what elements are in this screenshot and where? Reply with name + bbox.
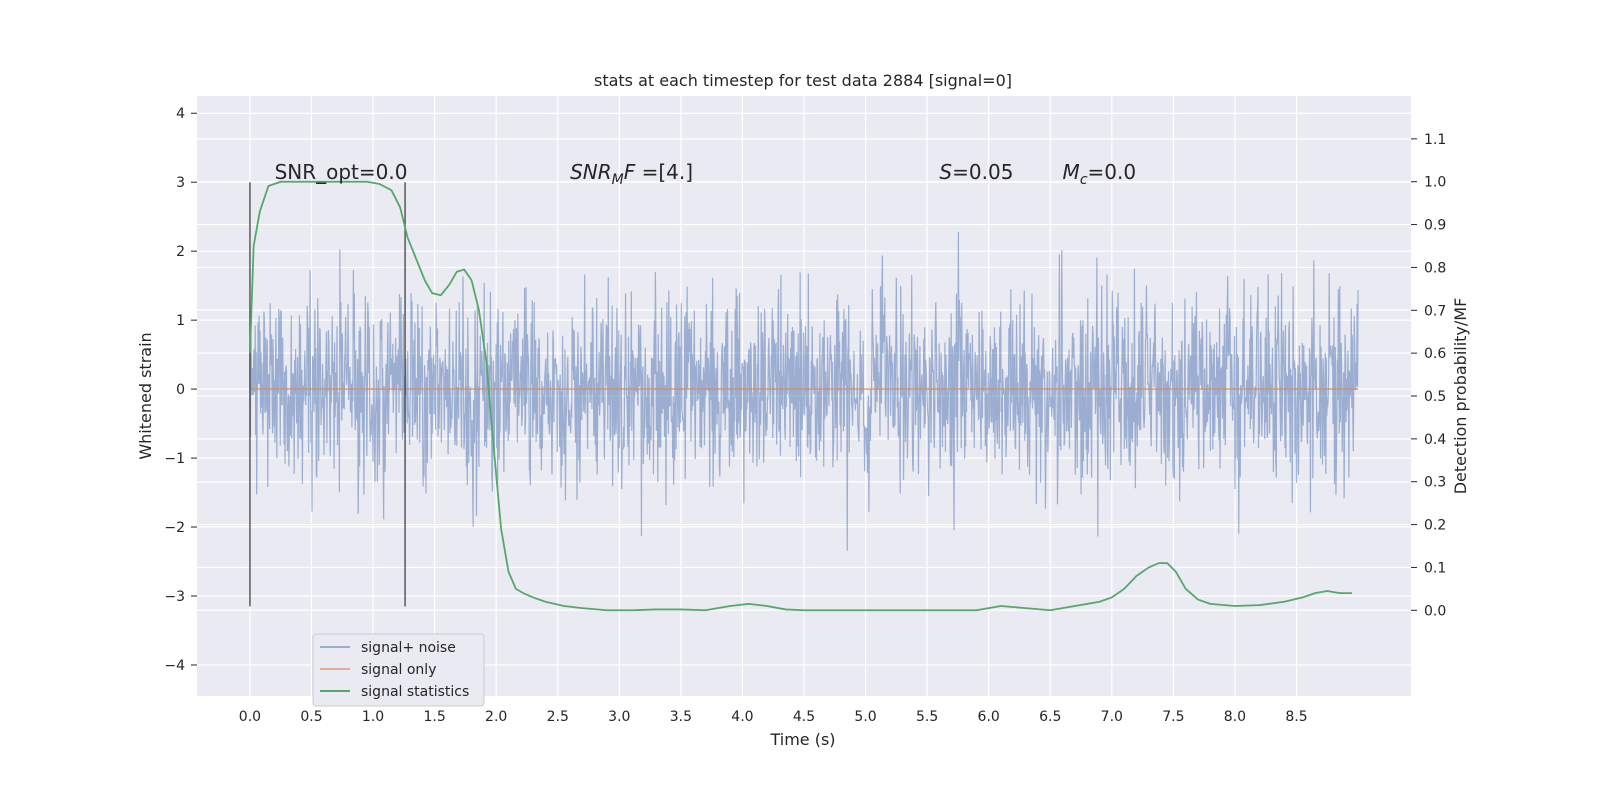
signal-plus-noise-line (249, 231, 1359, 551)
legend-label-signal-statistics: signal statistics (361, 684, 469, 700)
y-tick-label: −3 (164, 589, 185, 605)
mc-subscript: c (1080, 172, 1088, 188)
x-tick-label: 2.0 (485, 709, 507, 725)
y-tick-label: 2 (176, 244, 185, 260)
y2-tick-label: 0.2 (1424, 518, 1446, 534)
y2-tick-label: 0.1 (1424, 560, 1446, 576)
y2-tick-label: 0.6 (1424, 346, 1446, 362)
x-tick-label: 1.0 (362, 709, 384, 725)
legend-label-signal-noise: signal+ noise (361, 640, 456, 656)
y2-tick-label: 0.4 (1424, 432, 1446, 448)
x-tick-label: 3.5 (670, 709, 692, 725)
x-tick-label: 5.5 (916, 709, 938, 725)
x-axis-label: Time (s) (769, 730, 835, 749)
snr-mf-main: SNR (570, 160, 612, 184)
y-tick-label: 1 (176, 313, 185, 329)
marker-lines (249, 182, 406, 607)
x-tick-label: 3.0 (608, 709, 630, 725)
y-tick-label: 0 (176, 382, 185, 398)
snr-mf-rest: =[4.] (642, 160, 693, 184)
x-tick-label: 8.5 (1285, 709, 1307, 725)
snr-opt-annotation: SNR_opt=0.0 (275, 160, 408, 184)
s-rest: =0.05 (952, 160, 1013, 184)
legend-box (312, 633, 485, 707)
y-tick-label: −2 (164, 520, 185, 536)
legend-label-signal-only: signal only (361, 662, 436, 678)
x-tick-label: 7.5 (1162, 709, 1184, 725)
snr-mf-annotation: SNRMF =[4.] (570, 160, 693, 188)
signal-statistics-series (249, 180, 1352, 612)
s-annotation: S=0.05 (939, 160, 1013, 184)
y-tick-label: 4 (176, 106, 185, 122)
y2-tick-label: 0.8 (1424, 260, 1446, 276)
x-tick-label: 1.5 (423, 709, 445, 725)
y2-tick-label: 1.0 (1424, 175, 1446, 191)
signal-statistics-line (249, 180, 1352, 612)
snr-mf-rest-f: F (624, 160, 636, 184)
x-tick-label: 8.0 (1224, 709, 1246, 725)
s-main: S (939, 160, 952, 184)
x-tick-label: 6.0 (978, 709, 1000, 725)
x-axis-ticks: 0.0 0.5 1.0 1.5 2.0 2.5 3.0 3.5 4.0 4.5 5.0 5.5 6.0 6… (239, 709, 1308, 725)
y2-tick-label: 0.7 (1424, 303, 1446, 319)
x-tick-label: 4.0 (731, 709, 753, 725)
x-tick-label: 7.0 (1101, 709, 1123, 725)
y2-tick-label: 0.9 (1424, 218, 1446, 234)
snr-mf-subscript: M (612, 172, 624, 188)
y2-axis-label: Detection probability/MF (1451, 298, 1470, 495)
y-tick-label: 3 (176, 175, 185, 191)
y2-axis-ticks: 1.1 1.0 0.9 0.8 0.7 0.6 0.5 0.4 0.3 0.2 0.1 0.0 (1411, 132, 1446, 619)
mc-rest: =0.0 (1088, 160, 1137, 184)
annotations: SNR_opt=0.0 SNRMF =[4.] S=0.05 Mc=0.0 (275, 160, 1137, 188)
y2-tick-label: 0.0 (1424, 603, 1446, 619)
x-tick-label: 0.0 (239, 709, 261, 725)
y2-tick-label: 0.5 (1424, 389, 1446, 405)
legend: signal+ noise signal only signal statist… (312, 633, 485, 707)
signal-plus-noise-series (249, 231, 1359, 551)
x-tick-label: 2.5 (547, 709, 569, 725)
x-tick-label: 6.5 (1039, 709, 1061, 725)
mc-annotation: Mc=0.0 (1063, 160, 1137, 188)
y-axis-ticks: 4 3 2 1 0 −1 −2 −3 −4 (164, 106, 197, 674)
mc-main: M (1063, 160, 1080, 184)
y-tick-label: −4 (164, 658, 185, 674)
chart-title: stats at each timestep for test data 288… (594, 71, 1012, 90)
y-axis-label: Whitened strain (136, 332, 155, 459)
y2-tick-label: 0.3 (1424, 475, 1446, 491)
x-tick-label: 4.5 (793, 709, 815, 725)
x-tick-label: 5.0 (854, 709, 876, 725)
y-tick-label: −1 (164, 451, 185, 467)
x-tick-label: 0.5 (300, 709, 322, 725)
y2-tick-label: 1.1 (1424, 132, 1446, 148)
